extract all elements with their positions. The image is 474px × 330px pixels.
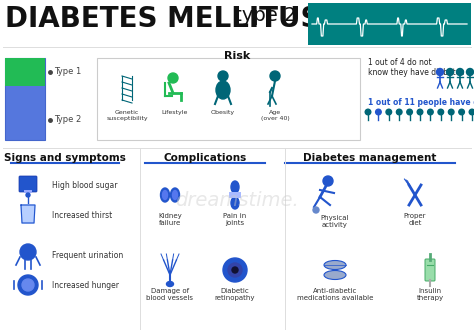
Ellipse shape [163,190,167,200]
Circle shape [448,109,454,115]
Text: Proper
diet: Proper diet [404,213,426,226]
Circle shape [218,71,228,81]
Text: Age
(over 40): Age (over 40) [261,110,289,121]
Text: Type 1: Type 1 [54,68,81,77]
FancyBboxPatch shape [19,176,37,192]
Circle shape [407,109,412,115]
Text: Insulin
therapy: Insulin therapy [417,288,444,301]
FancyBboxPatch shape [425,259,435,281]
Circle shape [228,263,242,277]
Circle shape [313,207,319,213]
Bar [97,58,360,140]
Text: DIABETES MELLITUS: DIABETES MELLITUS [5,5,320,33]
Ellipse shape [324,271,346,280]
Circle shape [22,279,34,291]
Circle shape [270,71,280,81]
Circle shape [323,176,333,186]
Text: Increased hunger: Increased hunger [52,280,119,289]
Circle shape [469,109,474,115]
Ellipse shape [324,260,346,270]
Text: Signs and symptoms: Signs and symptoms [4,153,126,163]
Circle shape [375,109,381,115]
Circle shape [456,69,464,76]
Text: Frequent urination: Frequent urination [52,250,123,259]
Circle shape [223,258,247,282]
Circle shape [20,244,36,260]
Circle shape [428,109,433,115]
Ellipse shape [231,197,239,209]
Text: Lifestyle: Lifestyle [162,110,188,115]
Circle shape [466,69,474,76]
Circle shape [386,109,392,115]
Circle shape [437,69,444,76]
Circle shape [417,109,423,115]
Ellipse shape [216,81,230,99]
Bar [229,192,241,198]
Text: Diabetic
retinopathy: Diabetic retinopathy [215,288,255,301]
Text: Genetic
susceptibility: Genetic susceptibility [106,110,148,121]
Bar [5,58,45,86]
Polygon shape [21,205,35,223]
Circle shape [232,267,238,273]
Circle shape [396,109,402,115]
Text: Risk: Risk [224,51,250,61]
Bar [24,190,32,193]
Text: Pain in
joints: Pain in joints [223,213,246,226]
Text: Increased thirst: Increased thirst [52,211,112,219]
Circle shape [18,275,38,295]
Ellipse shape [231,181,239,193]
Text: 1 out of 4 do not
know they have diabetes: 1 out of 4 do not know they have diabete… [368,58,465,78]
Text: Diabetes management: Diabetes management [303,153,437,163]
Bar [5,58,45,140]
Circle shape [447,69,454,76]
Text: High blood sugar: High blood sugar [52,181,118,189]
Text: Anti-diabetic
medications available: Anti-diabetic medications available [297,288,373,301]
Circle shape [459,109,465,115]
Ellipse shape [161,188,170,202]
Circle shape [365,109,371,115]
Text: 1 out of 11 people have diabetes: 1 out of 11 people have diabetes [368,98,474,107]
Circle shape [26,193,30,197]
Circle shape [438,109,444,115]
Ellipse shape [173,190,177,200]
Text: dreamstime.: dreamstime. [175,190,299,210]
Text: Type 2: Type 2 [54,115,81,124]
Text: Complications: Complications [164,153,246,163]
Text: type 2: type 2 [228,6,296,25]
Ellipse shape [166,281,173,286]
Bar [308,3,471,45]
Text: Obesity: Obesity [211,110,235,115]
Text: Physical
activity: Physical activity [321,215,349,228]
Ellipse shape [171,188,180,202]
Text: Damage of
blood vessels: Damage of blood vessels [146,288,193,301]
Text: Kidney
failure: Kidney failure [158,213,182,226]
Circle shape [168,73,178,83]
